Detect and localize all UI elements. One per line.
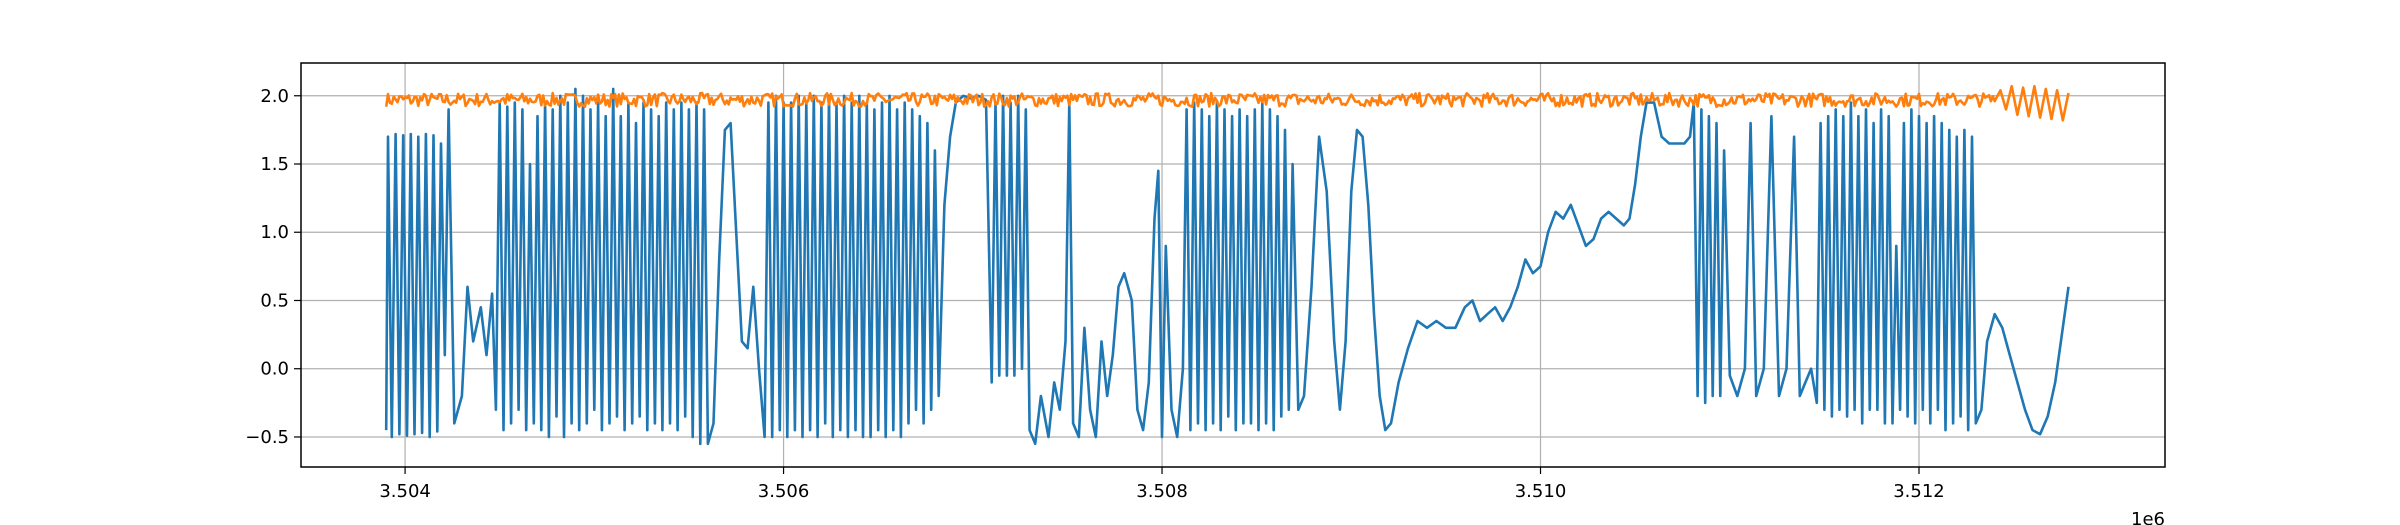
y-tick-label: 1.5 xyxy=(260,154,289,175)
x-axis: 3.504 3.506 3.508 3.510 3.512 xyxy=(379,467,1945,502)
x-axis-offset-label: 1e6 xyxy=(2131,509,2165,525)
x-tick-label: 3.510 xyxy=(1515,481,1567,502)
y-tick-label: 2.0 xyxy=(260,86,289,107)
plot-frame xyxy=(300,62,2166,468)
x-tick-label: 3.506 xyxy=(758,481,810,502)
y-tick-label: 0.0 xyxy=(260,359,289,380)
y-tick-label: −0.5 xyxy=(245,427,289,448)
x-tick-label: 3.508 xyxy=(1136,481,1188,502)
series-layer xyxy=(384,84,2070,446)
y-axis: −0.5 0.0 0.5 1.0 1.5 2.0 xyxy=(245,86,301,448)
series-2-line xyxy=(384,84,2070,122)
series-1-line xyxy=(384,87,2070,446)
y-tick-label: 1.0 xyxy=(260,222,289,243)
x-tick-label: 3.512 xyxy=(1893,481,1945,502)
x-tick-label: 3.504 xyxy=(379,481,431,502)
y-tick-label: 0.5 xyxy=(260,290,289,311)
